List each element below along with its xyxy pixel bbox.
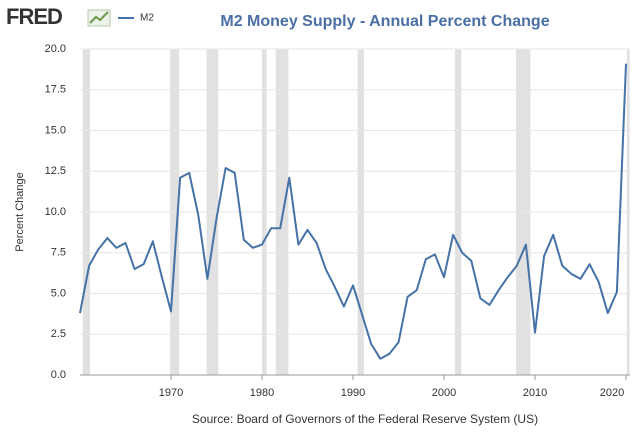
fred-logo: FRED [6,4,62,29]
x-tick-label: 2020 [600,387,624,399]
data-line [79,63,627,360]
source-note: Source: Board of Governors of the Federa… [192,412,538,426]
y-tick-label: 20.0 [45,43,66,55]
y-tick-label: 17.5 [45,84,66,96]
x-tick-label: 1990 [341,387,365,399]
y-tick-label: 5.0 [51,287,66,299]
y-tick-label: 15.0 [45,124,66,136]
legend-label: M2 [140,13,154,24]
x-tick-label: 2000 [432,387,456,399]
y-tick-label: 2.5 [51,328,66,340]
logo-icon [87,9,111,27]
y-tick-label: 10.0 [45,206,66,218]
y-tick-label: 12.5 [45,165,66,177]
x-tick-label: 1980 [250,387,274,399]
chart-title: M2 Money Supply - Annual Percent Change [220,13,549,30]
x-tick-label: 2010 [523,387,547,399]
x-tick-label: 1970 [159,387,183,399]
y-tick-label: 7.5 [51,247,66,259]
y-tick-label: 0.0 [51,369,66,381]
y-axis-label: Percent Change [14,172,26,252]
